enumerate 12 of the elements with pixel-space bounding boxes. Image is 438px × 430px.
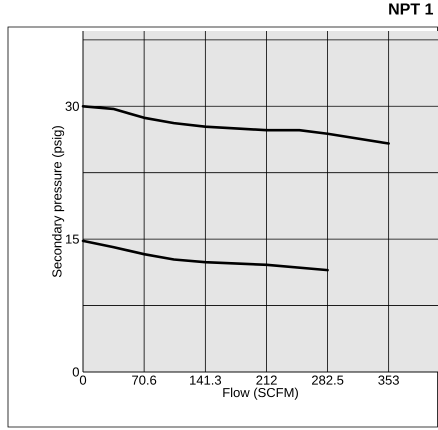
y-axis-title: Secondary pressure (psig) — [52, 126, 64, 278]
x-tick-label: 212 — [256, 376, 277, 385]
chart-title: NPT 1 — [389, 4, 434, 15]
x-tick-label: 70.6 — [132, 376, 156, 385]
x-axis-title: Flow (SCFM) — [223, 388, 298, 400]
x-tick-label: 282.5 — [312, 376, 344, 385]
x-tick-label: 141.3 — [190, 376, 222, 385]
y-tick-label: 30 — [66, 102, 79, 111]
x-tick-label: 0 — [80, 376, 86, 385]
y-tick-label: 15 — [66, 234, 79, 244]
x-tick-label: 353 — [378, 376, 399, 385]
y-tick-label: 0 — [72, 367, 79, 377]
